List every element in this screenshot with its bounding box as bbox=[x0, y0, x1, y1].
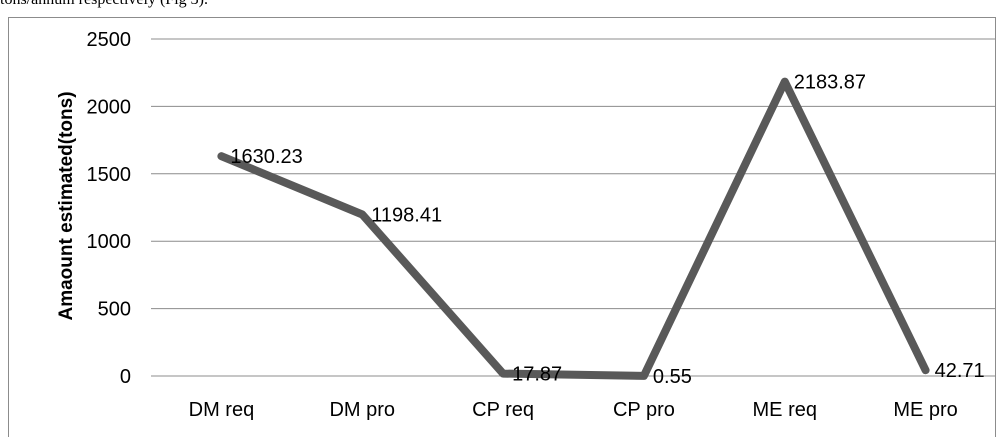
x-axis-ticks: DM req DM pro CP req CP pro ME req ME pro bbox=[189, 399, 958, 421]
x-tick-label: CP req bbox=[472, 399, 534, 421]
series-layer bbox=[221, 82, 925, 377]
y-axis-ticks: 0 500 1000 1500 2000 2500 bbox=[87, 29, 132, 388]
y-axis-label: Amaount estimated(tons) bbox=[56, 91, 77, 320]
y-tick-label: 500 bbox=[98, 299, 131, 321]
y-tick-label: 2500 bbox=[87, 29, 132, 51]
x-tick-label: CP pro bbox=[613, 399, 675, 421]
data-label: 1630.23 bbox=[230, 146, 302, 168]
data-labels: 1630.23 1198.41 17.87 0.55 2183.87 42.71 bbox=[230, 72, 984, 388]
y-tick-label: 2000 bbox=[87, 96, 132, 118]
x-tick-label: DM pro bbox=[329, 399, 395, 421]
y-tick-label: 0 bbox=[120, 366, 131, 388]
data-label: 0.55 bbox=[653, 366, 692, 388]
data-label: 1198.41 bbox=[371, 204, 442, 226]
x-tick-label: ME pro bbox=[893, 399, 957, 421]
series-line bbox=[221, 82, 925, 376]
x-tick-label: DM req bbox=[189, 399, 255, 421]
data-label: 17.87 bbox=[512, 364, 562, 386]
y-tick-label: 1500 bbox=[87, 164, 132, 186]
gridlines bbox=[151, 39, 996, 376]
data-label: 42.71 bbox=[935, 360, 985, 382]
data-label: 2183.87 bbox=[794, 72, 866, 94]
y-tick-label: 1000 bbox=[87, 231, 132, 253]
x-tick-label: ME req bbox=[753, 399, 817, 421]
